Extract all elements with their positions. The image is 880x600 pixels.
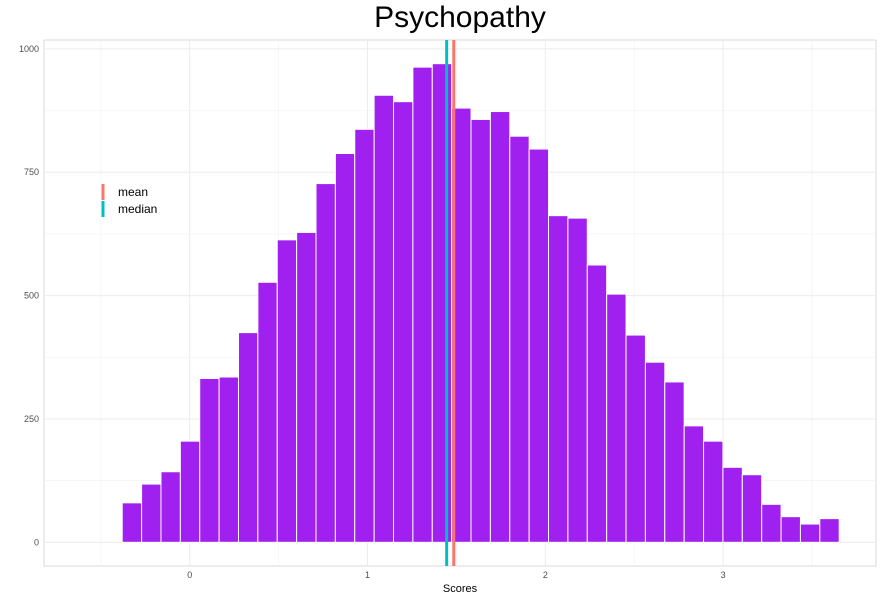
histogram-bar — [179, 440, 201, 543]
histogram-bar — [606, 293, 627, 543]
histogram-bar — [509, 135, 530, 543]
histogram-bar — [586, 264, 608, 543]
histogram-bar — [819, 518, 840, 543]
histogram-bar — [799, 523, 821, 543]
histogram-bar — [683, 425, 705, 543]
histogram-bar — [121, 502, 143, 543]
histogram-bar — [625, 334, 646, 543]
histogram-bar — [160, 471, 181, 543]
histogram-bar — [199, 377, 220, 543]
histogram-bar — [722, 466, 743, 543]
histogram-bar — [548, 215, 569, 543]
y-axis-ticks: 0 250 500 750 1000 — [19, 44, 39, 547]
histogram-bar — [528, 148, 550, 543]
histogram-bar — [315, 183, 336, 543]
histogram-bar — [761, 503, 782, 543]
histogram-bar — [780, 516, 801, 543]
histogram-bar — [489, 111, 511, 543]
histogram-bar — [567, 217, 588, 543]
histogram-bar — [237, 332, 259, 543]
x-tick-label: 1 — [365, 570, 370, 580]
median-legend-label: median — [118, 202, 157, 216]
histogram-bar — [703, 440, 724, 543]
histogram-bar — [431, 63, 453, 543]
y-tick-label: 750 — [24, 167, 39, 177]
y-tick-label: 250 — [24, 414, 39, 424]
legend: mean median — [101, 184, 157, 217]
histogram-bar — [276, 239, 298, 543]
histogram-bar — [741, 474, 763, 543]
histogram-bar — [470, 118, 491, 543]
x-tick-label: 0 — [187, 570, 192, 580]
histogram-bar — [354, 128, 375, 543]
histogram-bar — [296, 231, 317, 543]
y-tick-label: 500 — [24, 291, 39, 301]
y-tick-label: 0 — [34, 537, 39, 547]
histogram-bar — [664, 381, 685, 543]
x-tick-label: 2 — [543, 570, 548, 580]
x-axis-ticks: 0 1 2 3 — [187, 570, 725, 580]
x-axis-label: Scores — [443, 583, 478, 595]
y-tick-label: 1000 — [19, 44, 39, 54]
histogram-bar — [218, 376, 239, 543]
histogram-bar — [373, 94, 395, 543]
histogram-bar — [257, 281, 278, 543]
histogram-bar — [644, 361, 666, 543]
reference-lines — [445, 40, 456, 566]
histogram-bar — [412, 66, 433, 543]
histogram-bar — [334, 152, 356, 543]
histogram-bar — [141, 483, 162, 543]
chart-title: Psychopathy — [374, 1, 546, 34]
x-tick-label: 3 — [721, 570, 726, 580]
histogram-bars — [121, 63, 840, 543]
histogram-bar — [393, 101, 414, 543]
mean-legend-label: mean — [118, 185, 148, 199]
